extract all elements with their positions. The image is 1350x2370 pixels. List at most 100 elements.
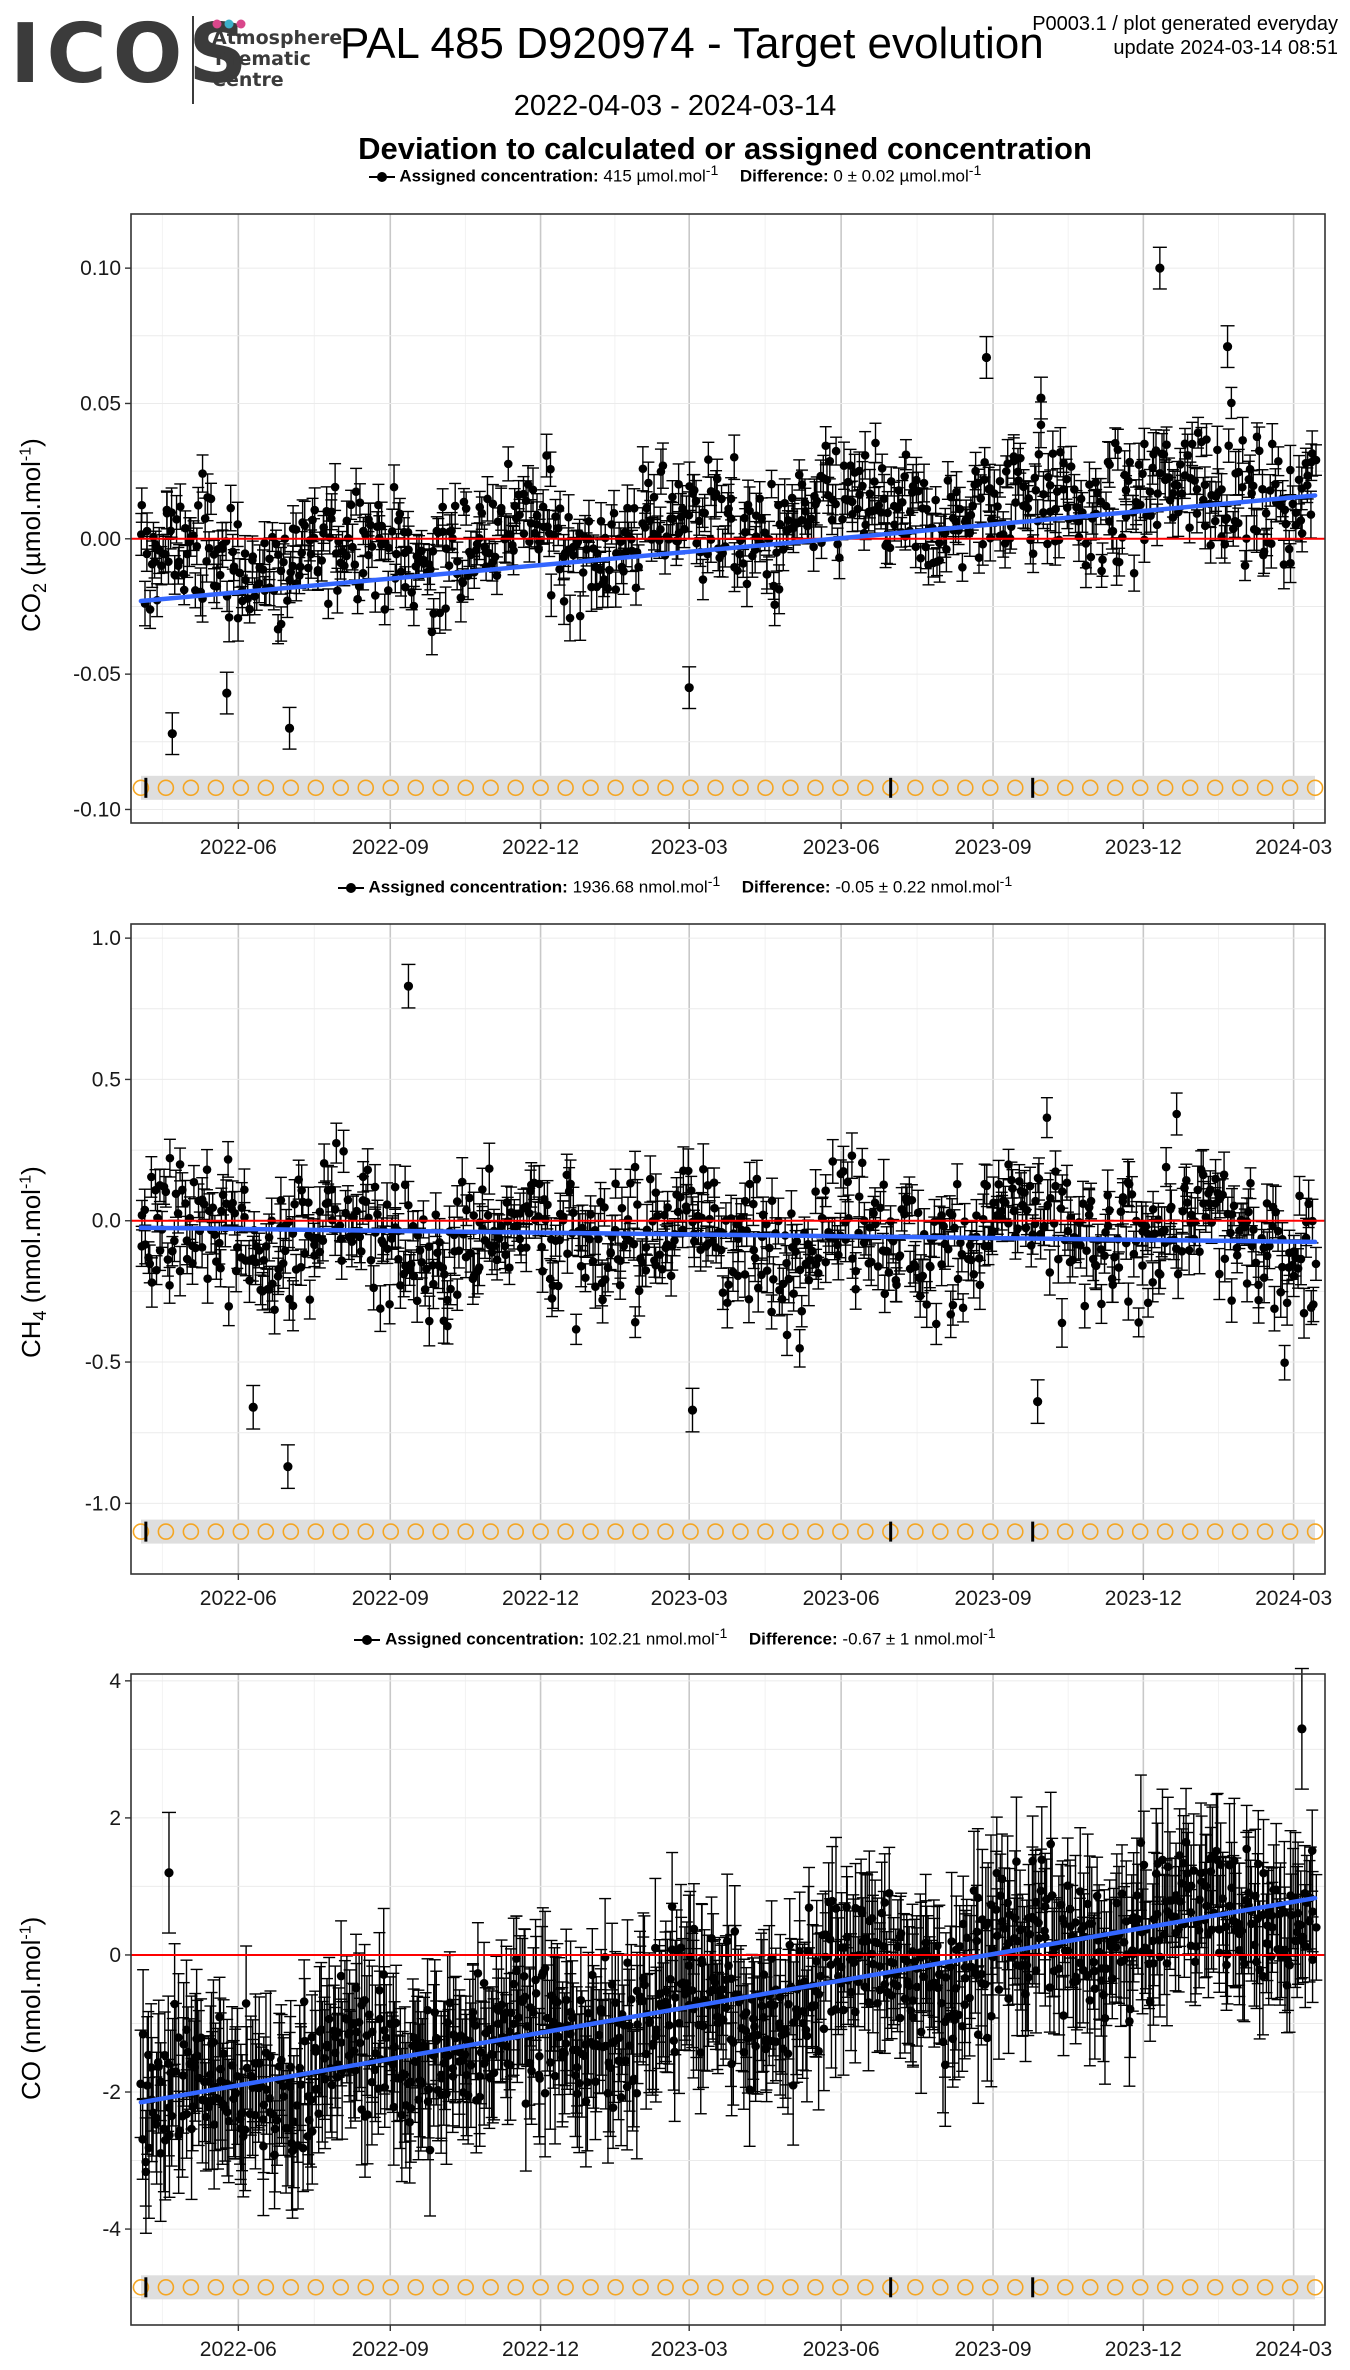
data-point — [358, 1172, 368, 1182]
data-point — [1066, 462, 1076, 471]
data-point — [429, 1279, 438, 1289]
data-point — [1177, 489, 1187, 498]
data-point — [453, 557, 462, 566]
data-point — [600, 1203, 609, 1212]
data-point — [478, 1185, 487, 1194]
legend-assigned-label: Assigned concentration: — [368, 877, 568, 897]
data-point — [641, 1266, 651, 1275]
data-point — [208, 1203, 218, 1212]
data-point — [827, 515, 837, 525]
data-point — [1307, 449, 1317, 458]
data-point — [370, 591, 380, 600]
data-point — [642, 503, 651, 513]
data-point — [742, 579, 752, 589]
legend-assigned-value: 415 µmol.mol — [603, 166, 706, 186]
flag-circle — [807, 779, 824, 797]
data-point — [649, 492, 659, 502]
data-point — [1014, 476, 1023, 485]
data-point — [204, 543, 214, 553]
data-point — [555, 564, 564, 574]
data-point — [390, 1182, 400, 1192]
data-point — [865, 489, 875, 499]
data-point — [224, 613, 234, 622]
data-point — [367, 542, 377, 551]
data-point — [729, 452, 739, 462]
data-point — [1140, 439, 1149, 449]
data-point — [581, 1273, 590, 1283]
flag-circle — [557, 1523, 574, 1540]
data-point — [438, 502, 447, 512]
data-point — [828, 1157, 838, 1166]
data-point — [584, 517, 594, 526]
data-point — [762, 1219, 771, 1229]
data-point — [916, 553, 925, 563]
data-point — [1059, 459, 1068, 468]
flag-circle — [657, 1523, 674, 1540]
outlier-point — [222, 688, 232, 698]
data-point — [335, 1221, 345, 1230]
data-point — [797, 515, 807, 525]
logo-dots — [212, 16, 256, 34]
legend-marker — [368, 172, 395, 183]
data-point — [950, 1223, 959, 1233]
data-point — [767, 1307, 776, 1317]
data-point — [782, 1330, 792, 1340]
flag-circle — [582, 779, 599, 797]
outlier-point — [684, 683, 694, 693]
data-point — [385, 1299, 394, 1309]
data-point — [948, 1300, 958, 1310]
data-point — [783, 515, 793, 525]
data-point — [199, 1199, 209, 1209]
data-point — [897, 498, 907, 507]
data-point — [880, 1289, 890, 1299]
data-point — [1267, 439, 1277, 449]
data-point — [290, 1199, 299, 1209]
flag-circle — [1156, 1523, 1174, 1540]
legend-assigned-label: Assigned concentration: — [399, 166, 599, 186]
data-point — [170, 1236, 179, 1246]
data-point — [606, 1248, 615, 1258]
data-point — [515, 1234, 525, 1244]
data-point — [483, 1211, 493, 1220]
data-point — [543, 1200, 552, 1210]
data-point — [142, 526, 152, 536]
data-point — [1200, 480, 1210, 490]
data-point — [1222, 513, 1232, 523]
data-point — [876, 508, 886, 517]
flag-circle — [357, 779, 375, 797]
flag-circle — [1081, 1523, 1099, 1540]
data-point — [221, 1199, 231, 1208]
data-point — [749, 1199, 758, 1209]
data-point — [175, 502, 185, 511]
data-point — [653, 1211, 662, 1221]
flag-circle — [757, 1523, 774, 1540]
data-point — [1306, 510, 1316, 519]
data-point — [684, 510, 694, 520]
legend-assigned-value: 1936.68 nmol.mol — [572, 877, 708, 897]
data-point — [313, 565, 323, 575]
data-point — [1247, 488, 1256, 498]
flag-circle — [1106, 1523, 1124, 1540]
data-point — [315, 1247, 325, 1257]
x-tick-label: 2023-09 — [955, 836, 1032, 859]
data-point — [339, 1147, 348, 1156]
data-point — [276, 1195, 286, 1205]
data-point — [501, 1250, 510, 1260]
data-point — [1034, 450, 1044, 459]
flag-circle — [1306, 779, 1324, 797]
outlier-point — [167, 729, 177, 739]
data-point — [789, 1289, 798, 1299]
data-point — [309, 533, 319, 542]
data-point — [1213, 445, 1222, 455]
flag-circle — [1281, 779, 1299, 797]
data-point — [912, 475, 921, 485]
data-point — [270, 1305, 279, 1315]
data-point — [147, 1278, 157, 1287]
data-point — [1136, 500, 1145, 510]
flag-circle — [932, 1523, 949, 1540]
data-point — [503, 459, 513, 469]
flag-circle — [482, 779, 499, 797]
data-point — [753, 1283, 763, 1293]
data-point — [285, 575, 294, 585]
data-point — [795, 1344, 804, 1353]
